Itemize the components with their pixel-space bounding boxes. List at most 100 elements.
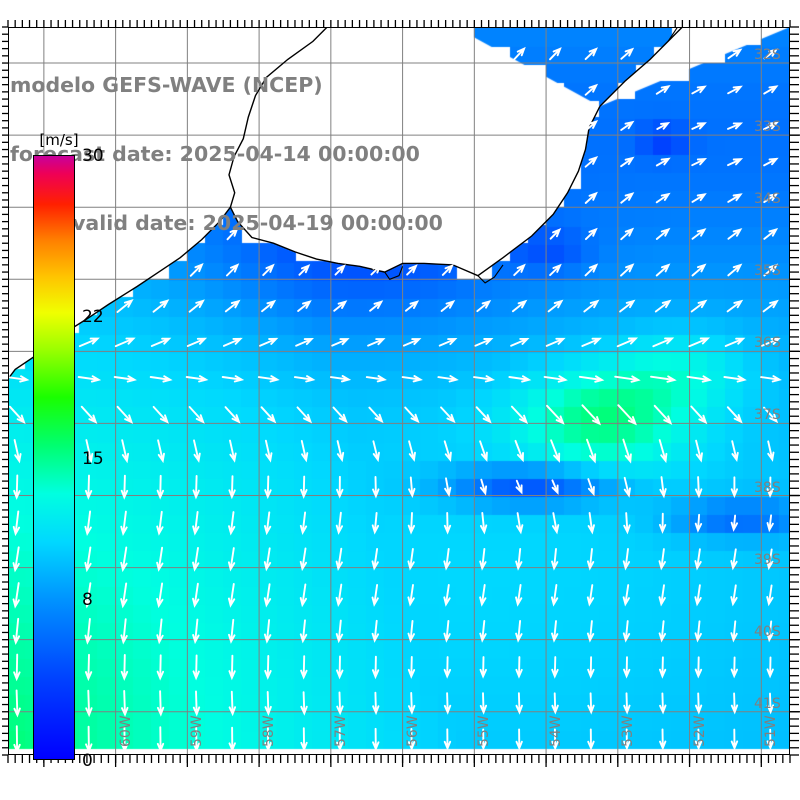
- wind-arrow: [623, 728, 631, 751]
- wind-arrow: [727, 48, 743, 60]
- wind-arrow: [299, 511, 308, 536]
- wind-arrow: [260, 406, 277, 424]
- lon-label-54W: 54W: [548, 715, 565, 747]
- wind-arrow: [121, 439, 130, 464]
- wind-arrow: [691, 193, 707, 203]
- lon-label-59W: 59W: [189, 715, 206, 747]
- wind-arrow: [658, 512, 667, 534]
- wind-arrow: [727, 263, 743, 277]
- wind-arrow: [766, 620, 774, 643]
- wind-arrow: [368, 406, 384, 424]
- lon-label-55W: 55W: [476, 715, 493, 747]
- wind-arrow: [479, 584, 487, 607]
- wind-arrow: [443, 656, 452, 679]
- wind-arrow: [763, 227, 779, 240]
- coastline-brazil-south: [599, 27, 684, 107]
- wind-arrow: [299, 583, 308, 608]
- wind-arrow: [156, 546, 164, 572]
- wind-arrow: [584, 47, 598, 61]
- wind-arrow: [152, 405, 169, 424]
- lat-label-41S: 41S: [754, 695, 781, 712]
- wind-arrow: [300, 439, 309, 463]
- wind-arrow: [333, 300, 348, 312]
- wind-arrow: [623, 692, 631, 715]
- wind-arrow: [583, 299, 600, 313]
- wind-arrow: [587, 692, 595, 715]
- wind-arrow: [510, 405, 529, 424]
- wind-arrow: [510, 337, 530, 347]
- wind-arrow: [659, 476, 667, 499]
- wind-arrow: [157, 439, 165, 464]
- wind-arrow: [336, 691, 344, 716]
- wind-arrow: [331, 338, 350, 347]
- wind-arrow: [299, 619, 308, 644]
- wind-arrow: [587, 512, 595, 535]
- wind-arrow: [443, 584, 451, 607]
- wind-arrow: [550, 439, 561, 463]
- colorbar-tick-22: 22: [82, 307, 104, 328]
- wind-arrow: [622, 548, 631, 571]
- wind-arrow: [620, 192, 635, 204]
- wind-arrow: [650, 375, 677, 383]
- wind-arrow: [762, 299, 779, 313]
- wind-arrow: [658, 656, 667, 679]
- wind-arrow: [227, 547, 236, 572]
- wind-arrow: [264, 655, 272, 680]
- colorbar-gradient: [34, 156, 74, 759]
- wind-arrow: [367, 338, 386, 347]
- wind-arrow: [264, 727, 272, 753]
- map-plot-area: [8, 27, 790, 755]
- wind-arrow: [652, 337, 675, 348]
- wind-arrow: [551, 620, 559, 643]
- wind-arrow: [156, 690, 165, 717]
- wind-arrow: [586, 584, 595, 607]
- wind-arrow: [616, 337, 639, 348]
- wind-arrow: [77, 375, 102, 383]
- wind-arrow: [620, 263, 635, 277]
- wind-arrow: [371, 583, 379, 607]
- wind-arrow: [620, 156, 635, 168]
- wind-arrow: [475, 406, 492, 424]
- wind-arrow: [479, 620, 487, 643]
- wind-arrow: [730, 692, 739, 715]
- colorbar: [m/s] 30 22 15 8 0: [33, 131, 104, 771]
- wind-arrow: [730, 584, 738, 607]
- wind-arrow: [8, 405, 26, 425]
- wind-arrow: [479, 692, 488, 715]
- wind-arrow: [655, 263, 671, 277]
- colorbar-unit-label: [m/s]: [39, 131, 79, 149]
- wind-arrow: [691, 85, 707, 95]
- lon-label-60W: 60W: [117, 715, 134, 747]
- wind-arrow: [691, 263, 707, 277]
- wind-arrow: [508, 375, 532, 383]
- wind-arrow: [515, 584, 523, 607]
- wind-arrow: [407, 692, 416, 715]
- lat-label-40S: 40S: [754, 623, 781, 640]
- lat-label-32S: 32S: [754, 47, 781, 64]
- wind-arrow: [407, 584, 415, 607]
- wind-arrow: [228, 726, 236, 753]
- wind-arrow: [13, 725, 21, 754]
- wind-arrow: [299, 547, 308, 572]
- wind-arrow: [437, 375, 459, 383]
- wind-arrow: [766, 692, 775, 715]
- wind-arrow: [622, 620, 631, 643]
- wind-arrow: [584, 227, 598, 241]
- wind-arrow: [263, 511, 272, 536]
- wind-arrow: [479, 656, 487, 679]
- wind-arrow: [113, 375, 137, 383]
- wind-arrow: [658, 548, 666, 571]
- wind-arrow: [156, 726, 165, 753]
- wind-arrow: [228, 618, 236, 644]
- wind-arrow: [586, 438, 597, 464]
- wind-arrow: [515, 692, 523, 715]
- wind-arrow: [623, 476, 631, 498]
- wind-arrow: [335, 583, 343, 608]
- wind-arrow: [406, 264, 418, 276]
- wind-arrow: [262, 263, 275, 277]
- wind-arrow: [13, 653, 21, 682]
- wind-arrow: [726, 299, 744, 313]
- wind-arrow: [336, 727, 344, 752]
- wind-arrow: [156, 582, 164, 609]
